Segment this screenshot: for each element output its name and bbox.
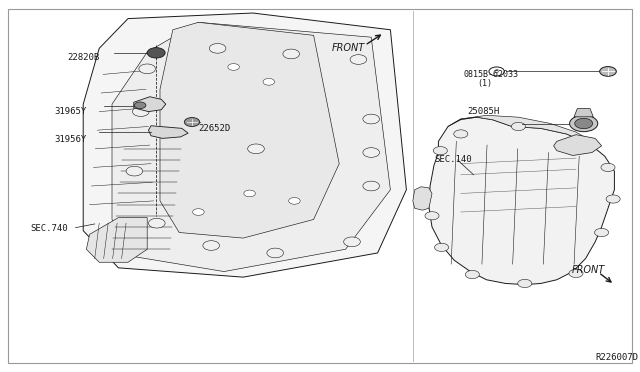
Circle shape — [228, 64, 239, 70]
Polygon shape — [429, 117, 614, 285]
Circle shape — [363, 181, 380, 191]
Circle shape — [184, 118, 200, 126]
Circle shape — [283, 49, 300, 59]
Polygon shape — [134, 97, 166, 112]
Circle shape — [209, 44, 226, 53]
Circle shape — [193, 209, 204, 215]
Circle shape — [244, 190, 255, 197]
Circle shape — [465, 270, 479, 279]
Circle shape — [433, 147, 447, 155]
Circle shape — [601, 163, 615, 171]
Circle shape — [363, 114, 380, 124]
Text: (1): (1) — [477, 79, 492, 88]
Polygon shape — [448, 115, 595, 143]
Circle shape — [139, 64, 156, 74]
Circle shape — [132, 107, 149, 116]
Polygon shape — [148, 126, 188, 138]
Circle shape — [203, 241, 220, 250]
Text: 31965Y: 31965Y — [54, 107, 86, 116]
Polygon shape — [413, 187, 432, 210]
Circle shape — [435, 243, 449, 251]
Circle shape — [289, 198, 300, 204]
Text: 22820B: 22820B — [67, 53, 99, 62]
Polygon shape — [554, 135, 602, 155]
Circle shape — [425, 212, 439, 220]
Circle shape — [148, 218, 165, 228]
Text: 31956Y: 31956Y — [54, 135, 86, 144]
Circle shape — [595, 228, 609, 237]
Text: FRONT: FRONT — [332, 43, 365, 52]
Circle shape — [134, 102, 146, 109]
Text: R226007D: R226007D — [595, 353, 638, 362]
Circle shape — [606, 195, 620, 203]
Circle shape — [248, 144, 264, 154]
Text: SEC.140: SEC.140 — [434, 155, 472, 164]
Circle shape — [344, 237, 360, 247]
Circle shape — [126, 166, 143, 176]
Circle shape — [489, 67, 504, 76]
Circle shape — [454, 130, 468, 138]
Text: 0815B-62033: 0815B-62033 — [464, 70, 519, 79]
Text: 8: 8 — [495, 69, 499, 74]
Circle shape — [263, 78, 275, 85]
Polygon shape — [574, 109, 593, 117]
Circle shape — [518, 279, 532, 288]
Circle shape — [350, 55, 367, 64]
Polygon shape — [160, 22, 339, 238]
Circle shape — [511, 122, 525, 131]
Text: FRONT: FRONT — [572, 265, 605, 275]
Circle shape — [363, 148, 380, 157]
Text: 22652D: 22652D — [198, 124, 230, 133]
Text: 25085H: 25085H — [467, 107, 499, 116]
Circle shape — [569, 269, 583, 278]
Circle shape — [569, 139, 583, 147]
Circle shape — [600, 67, 616, 76]
Polygon shape — [86, 218, 147, 262]
Text: SEC.740: SEC.740 — [31, 224, 68, 233]
Circle shape — [147, 48, 165, 58]
Polygon shape — [83, 13, 406, 277]
Circle shape — [575, 118, 593, 129]
Circle shape — [570, 115, 598, 132]
Circle shape — [267, 248, 284, 258]
Polygon shape — [112, 22, 390, 272]
